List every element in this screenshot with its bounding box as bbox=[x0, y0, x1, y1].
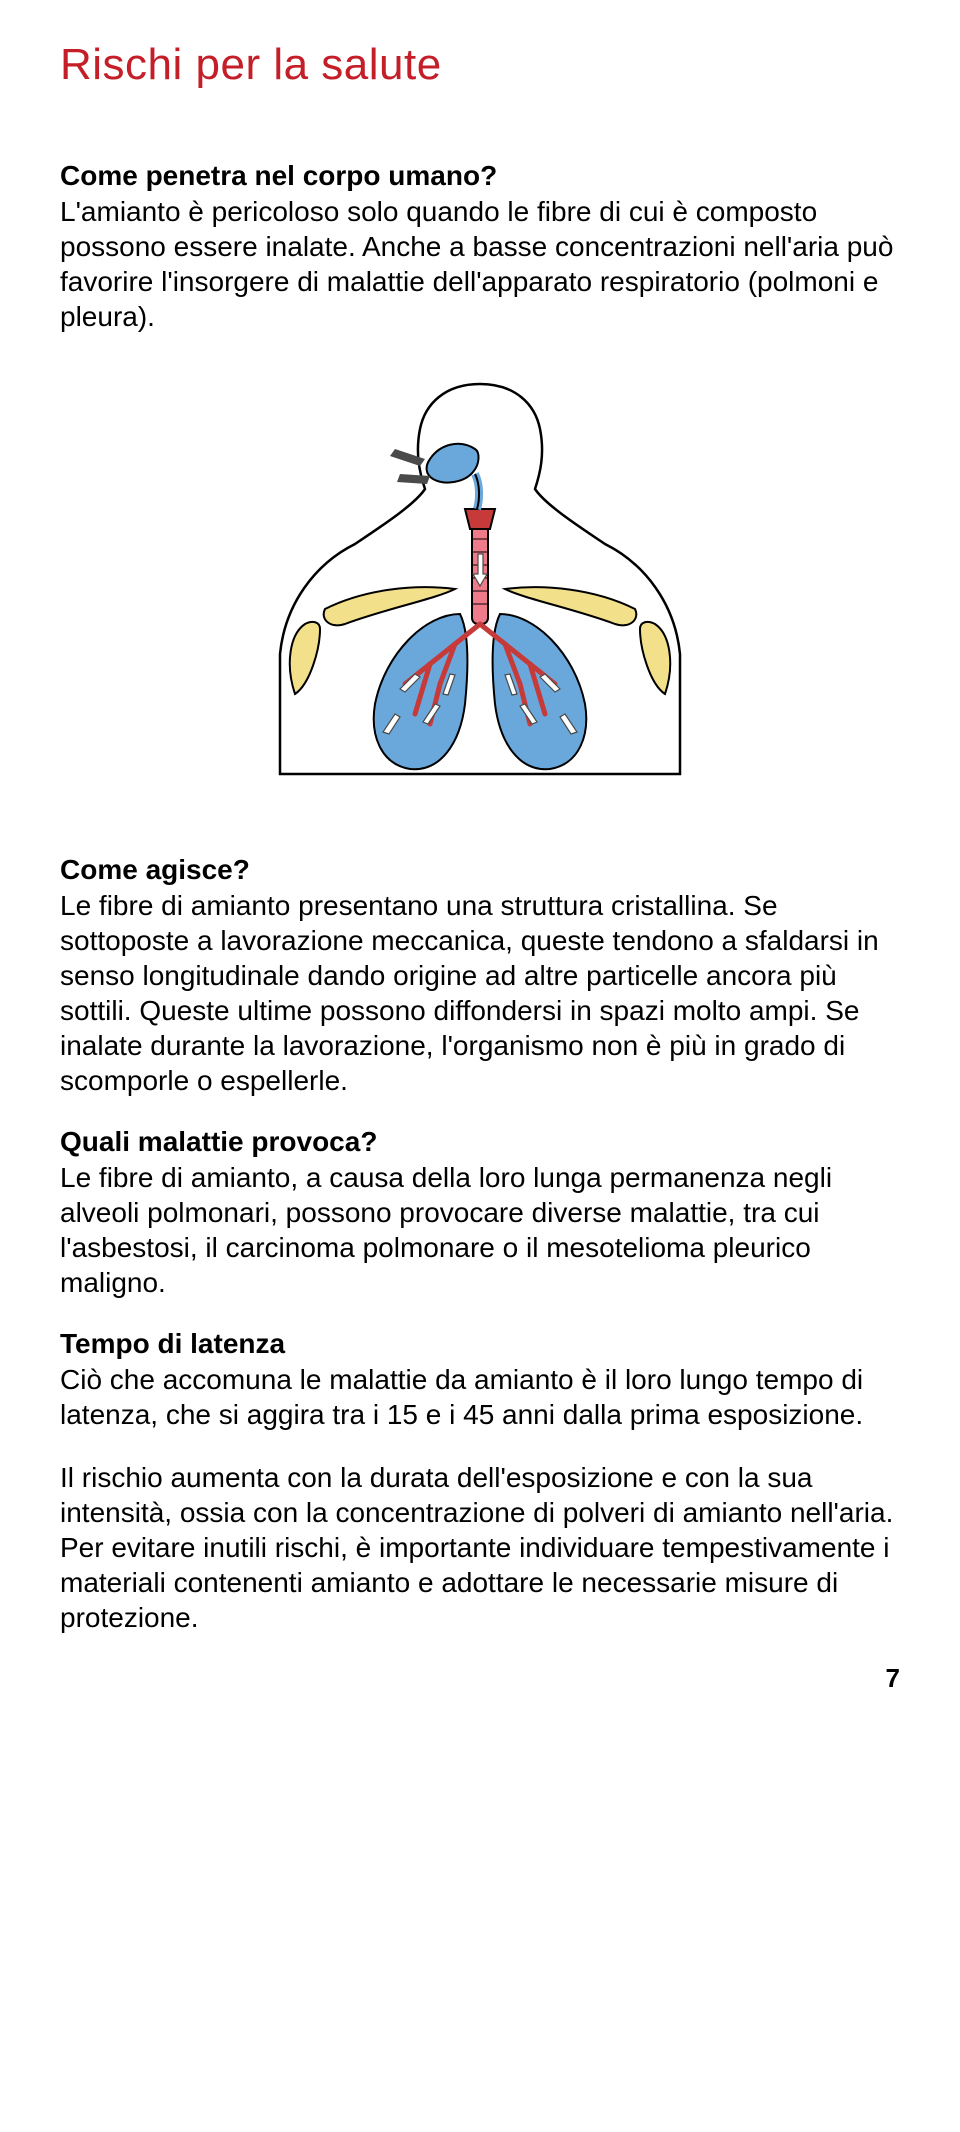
page-number: 7 bbox=[60, 1663, 900, 1694]
section-3: Quali malattie provoca? Le fibre di amia… bbox=[60, 1126, 900, 1300]
section-heading: Come penetra nel corpo umano? bbox=[60, 160, 900, 192]
section-4: Tempo di latenza Ciò che accomuna le mal… bbox=[60, 1328, 900, 1432]
section-heading: Tempo di latenza bbox=[60, 1328, 900, 1360]
section-heading: Quali malattie provoca? bbox=[60, 1126, 900, 1158]
section-1: Come penetra nel corpo umano? L'amianto … bbox=[60, 160, 900, 334]
section-heading: Come agisce? bbox=[60, 854, 900, 886]
respiratory-diagram bbox=[60, 374, 900, 804]
section-body: Le fibre di amianto, a causa della loro … bbox=[60, 1160, 900, 1300]
document-page: Rischi per la salute Come penetra nel co… bbox=[0, 0, 960, 1724]
section-body: Il rischio aumenta con la durata dell'es… bbox=[60, 1460, 900, 1635]
section-2: Come agisce? Le fibre di amianto present… bbox=[60, 854, 900, 1098]
larynx bbox=[465, 509, 495, 529]
section-body: L'amianto è pericoloso solo quando le fi… bbox=[60, 194, 900, 334]
section-5: Il rischio aumenta con la durata dell'es… bbox=[60, 1460, 900, 1635]
page-title: Rischi per la salute bbox=[60, 40, 900, 90]
section-body: Le fibre di amianto presentano una strut… bbox=[60, 888, 900, 1098]
respiratory-svg bbox=[265, 374, 695, 804]
section-body: Ciò che accomuna le malattie da amianto … bbox=[60, 1362, 900, 1432]
